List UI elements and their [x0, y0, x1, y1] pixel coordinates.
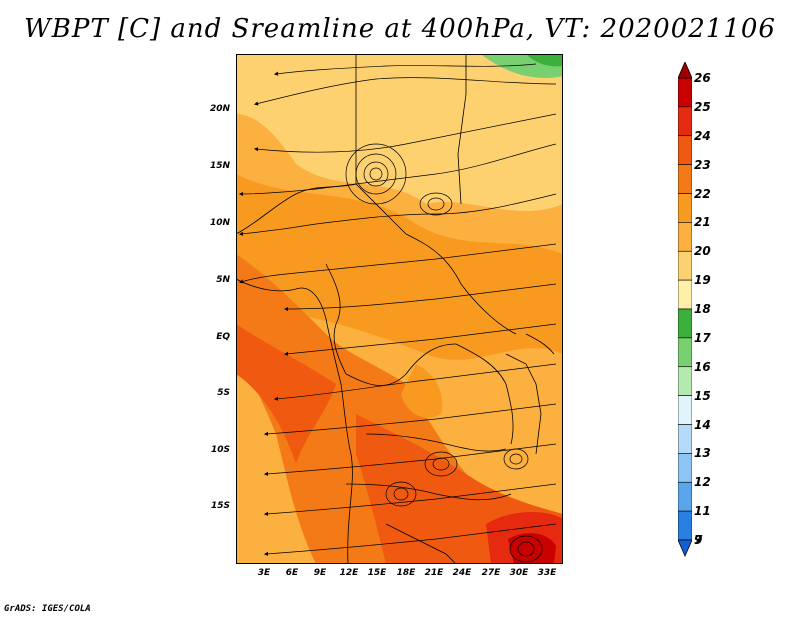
colorbar-cell — [678, 510, 692, 541]
wbpt-streamline-map — [236, 54, 563, 564]
colorbar — [678, 62, 692, 557]
lon-label: 18E — [396, 568, 416, 578]
colorbar-cell — [678, 77, 692, 108]
colorbar-level-label: 11 — [694, 504, 711, 519]
lon-label: 15E — [367, 568, 387, 578]
lat-label: 5S — [217, 388, 230, 398]
colorbar-cell — [678, 366, 692, 396]
lat-label: 10S — [210, 445, 230, 455]
colorbar-level-label: 23 — [694, 157, 711, 172]
colorbar-level-label: 15 — [694, 388, 711, 403]
colorbar-level-label: 14 — [694, 417, 711, 432]
wbpt-fill-21 — [236, 174, 563, 360]
lon-label: 24E — [452, 568, 472, 578]
lon-label: 3E — [257, 568, 271, 578]
wbpt-fill-16 — [526, 54, 563, 67]
lon-label: 6E — [285, 568, 299, 578]
lon-label: 33E — [537, 568, 557, 578]
map-panel — [236, 54, 563, 564]
lat-label: 20N — [209, 104, 230, 114]
colorbar-cell — [678, 164, 692, 194]
colorbar-cell — [678, 481, 692, 512]
lon-label: 27E — [481, 568, 501, 578]
colorbar-cell — [678, 250, 692, 281]
colorbar-cell — [678, 453, 692, 483]
colorbar-level-label: 13 — [694, 446, 711, 461]
lat-label: 5N — [216, 275, 230, 285]
lat-label: 15S — [210, 501, 230, 511]
lon-label: 12E — [339, 568, 359, 578]
wbpt-fill-22 — [236, 254, 563, 564]
wbpt-fill-23-west — [236, 324, 336, 464]
lat-label: 15N — [209, 161, 230, 171]
map-frame — [236, 54, 563, 564]
streamlines — [238, 63, 557, 563]
colorbar-level-label: 18 — [694, 302, 711, 316]
colorbar-level-label: 24 — [694, 128, 711, 143]
colorbar-cell — [678, 337, 692, 368]
colorbar-level-label: 19 — [694, 273, 711, 288]
lat-label: EQ — [216, 332, 230, 342]
colorbar-level-label: 9 — [694, 533, 703, 547]
colorbar-cell — [678, 135, 692, 165]
wbpt-fill-patch — [401, 364, 443, 418]
colorbar-cell — [678, 395, 692, 425]
colorbar-cell — [678, 193, 692, 223]
colorbar-cell — [678, 106, 692, 137]
grads-credit: GrADS: IGES/COLA — [4, 604, 91, 614]
lat-label: 10N — [209, 218, 230, 228]
colorbar-level-label: 17 — [694, 330, 711, 345]
lon-label: 9E — [313, 568, 327, 578]
colorbar-min-arrow — [678, 539, 692, 557]
country-borders — [236, 54, 555, 564]
lon-label: 30E — [509, 568, 529, 578]
lon-label: 21E — [424, 568, 444, 578]
colorbar-cell — [678, 308, 692, 339]
wbpt-fill-25 — [508, 533, 556, 564]
map-title: WBPT [C] and Sreamline at 400hPa, VT: 20… — [24, 14, 776, 44]
colorbar-level-label: 12 — [694, 475, 711, 490]
colorbar-cell — [678, 222, 692, 252]
wbpt-fill-19-20 — [236, 54, 563, 212]
colorbar-level-label: 7 — [694, 533, 703, 547]
colorbar-level-label: 16 — [694, 359, 711, 374]
colorbar-cell — [678, 279, 692, 310]
colorbar-level-label: 22 — [694, 186, 711, 201]
colorbar-level-label: 25 — [694, 99, 711, 114]
colorbar-max-arrow — [678, 62, 692, 79]
colorbar-cell — [678, 424, 692, 454]
colorbar-level-label: 26 — [694, 71, 711, 85]
colorbar-level-label: 20 — [694, 244, 711, 259]
colorbar-level-label: 21 — [694, 215, 711, 230]
